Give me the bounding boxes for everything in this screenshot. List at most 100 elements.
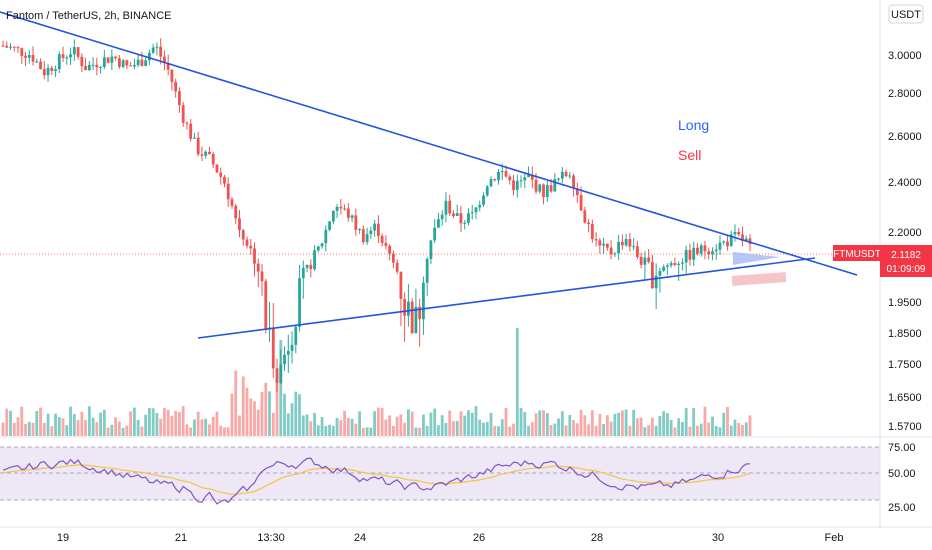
- volume-bar: [748, 415, 752, 436]
- long-target-marker[interactable]: [733, 252, 780, 265]
- candle-body: [523, 177, 527, 181]
- volume-bar: [714, 426, 718, 436]
- volume-bar: [260, 391, 264, 436]
- candle-body: [620, 241, 624, 246]
- volume-bar: [31, 422, 35, 436]
- volume-bar: [20, 406, 24, 436]
- volume-bar: [316, 425, 320, 436]
- volume-bar: [459, 411, 463, 436]
- volume-bar: [50, 426, 54, 436]
- volume-bar: [703, 406, 707, 436]
- volume-bar: [737, 423, 741, 436]
- volume-bar: [534, 413, 538, 436]
- candle-body: [54, 69, 57, 72]
- candle-body: [628, 239, 632, 247]
- countdown-label: 01:09:09: [887, 264, 926, 275]
- upper-trendline[interactable]: [0, 11, 858, 276]
- time-tick-label: 13:30: [257, 532, 285, 544]
- price-tick-label: 3.0000: [888, 50, 922, 62]
- candle-body: [639, 256, 643, 265]
- volume-bar: [1, 422, 5, 436]
- candle-body: [658, 270, 662, 276]
- volume-bar: [418, 427, 422, 436]
- candle-body: [117, 58, 121, 67]
- volume-bar: [414, 427, 418, 436]
- volume-bar: [91, 417, 95, 436]
- candle-body: [76, 47, 80, 57]
- price-axis: 33.00002.80002.60002.40002.20001.95001.8…: [888, 12, 922, 433]
- currency-button[interactable]: USDT: [888, 4, 924, 24]
- volume-bar: [140, 426, 144, 436]
- candle-body: [331, 211, 335, 222]
- lower-trendline[interactable]: [197, 257, 816, 339]
- candle-body: [301, 267, 305, 279]
- sell-zone-marker[interactable]: [731, 272, 787, 286]
- volume-bar: [557, 418, 560, 436]
- candle-body: [16, 47, 20, 49]
- volume-bar: [493, 425, 497, 436]
- volume-bar: [639, 417, 643, 436]
- volume-bar: [174, 410, 178, 436]
- volume-bar: [564, 425, 568, 436]
- volume-bar: [354, 423, 358, 436]
- volume-bar: [523, 412, 527, 436]
- candle-body: [211, 153, 215, 165]
- volume-bar: [669, 419, 673, 436]
- volume-bar: [286, 413, 290, 436]
- candle-body: [527, 174, 530, 178]
- volume-bar: [403, 422, 407, 436]
- candle-body: [478, 204, 482, 208]
- candle-body: [504, 171, 508, 177]
- candle-body: [136, 59, 140, 65]
- volume-bar: [331, 425, 335, 436]
- volume-bar: [515, 328, 519, 436]
- candle-body: [455, 213, 459, 217]
- volume-bar: [65, 425, 69, 436]
- candle-body: [365, 234, 369, 243]
- candle-body: [534, 179, 538, 192]
- candle-body: [425, 259, 429, 283]
- volume-bar: [39, 407, 42, 436]
- time-tick-label: Feb: [825, 532, 844, 544]
- candle-body: [673, 263, 677, 266]
- volume-bar: [373, 411, 377, 436]
- candle-body: [407, 301, 410, 316]
- candle-body: [35, 61, 39, 63]
- candle-body: [223, 176, 226, 184]
- volume-bar: [223, 427, 226, 436]
- volume-bar: [508, 426, 512, 436]
- volume-bar: [365, 427, 369, 436]
- candle-body: [339, 206, 343, 209]
- candle-body: [350, 215, 354, 218]
- volume-bar: [399, 414, 403, 436]
- time-tick-label: 21: [175, 532, 187, 544]
- volume-bar: [718, 427, 722, 436]
- volume-bar: [166, 409, 170, 436]
- candle-body: [549, 185, 553, 192]
- volume-bar: [110, 424, 114, 436]
- volume-bar: [76, 420, 80, 436]
- volume-bar: [147, 408, 151, 436]
- candle-body: [174, 82, 178, 92]
- volume-bar: [527, 425, 530, 436]
- volume-bar: [696, 425, 699, 436]
- candle-body: [271, 327, 275, 369]
- volume-bar: [568, 414, 572, 436]
- candle-body: [39, 61, 42, 69]
- rsi-line: [2, 457, 751, 505]
- volume-bar: [587, 424, 590, 436]
- volume-bar: [129, 411, 133, 436]
- candle-body: [69, 54, 72, 58]
- candle-body: [125, 60, 129, 66]
- volume-bar: [163, 407, 166, 436]
- candle-body: [9, 46, 12, 48]
- candle-body: [388, 245, 392, 254]
- rsi-tick-label: 25.00: [888, 502, 916, 514]
- price-tick-label: 2.2000: [888, 227, 922, 239]
- volume-bar: [159, 418, 163, 436]
- volume-bar: [583, 415, 587, 436]
- candle-body: [711, 251, 714, 255]
- volume-bar: [542, 410, 545, 436]
- candle-body: [121, 60, 125, 67]
- candle-body: [358, 229, 362, 231]
